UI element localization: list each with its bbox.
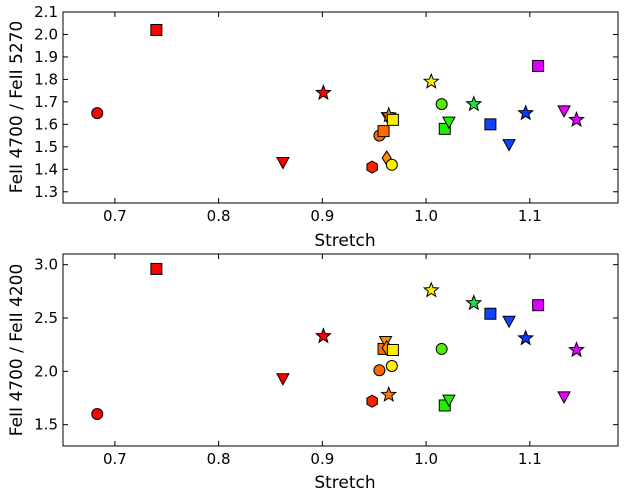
data-point-hexagon: [366, 394, 378, 408]
bottom-y-ticks: 1.5 2.0 2.5 3.0: [34, 256, 618, 434]
top-y-ticks: 1.3 1.4 1.5 1.6 1.7 1.8 1.9 2.0 2.1: [34, 3, 618, 201]
data-point-circle: [435, 342, 448, 355]
x-tick-label: 0.9: [310, 450, 334, 468]
data-point-square: [532, 59, 545, 72]
data-point-star: [568, 110, 585, 128]
data-point-square: [532, 299, 545, 312]
data-point-circle: [435, 98, 448, 111]
data-point-circle: [91, 107, 104, 120]
data-point-triangle-down: [276, 373, 290, 386]
data-point-star: [314, 327, 332, 344]
data-point-star: [568, 341, 585, 358]
data-point-triangle-down: [502, 315, 516, 329]
x-tick-label: 1.0: [414, 207, 438, 225]
data-point-square: [150, 23, 163, 36]
data-point-hexagon: [366, 160, 378, 174]
data-point-square: [377, 125, 390, 138]
top-y-axis-label: FeII 4700 / FeII 5270: [7, 21, 27, 194]
data-point-triangle-down: [557, 105, 571, 118]
y-tick-label: 1.9: [34, 48, 58, 66]
data-point-square: [386, 113, 399, 126]
top-x-ticks: 0.7 0.8 0.9 1.0 1.1: [103, 12, 542, 225]
y-tick-label: 2.1: [34, 3, 58, 21]
x-tick-label: 0.7: [103, 450, 127, 468]
data-point-triangle-down: [557, 391, 571, 404]
x-tick-label: 1.1: [518, 450, 542, 468]
data-point-square: [438, 399, 451, 412]
bottom-data-points: [91, 262, 585, 420]
y-tick-label: 2.5: [34, 309, 58, 327]
y-tick-label: 1.3: [34, 183, 58, 201]
data-point-square: [150, 262, 163, 275]
data-point-star: [517, 329, 535, 346]
data-point-star: [465, 294, 483, 311]
data-point-triangle-down: [442, 116, 456, 130]
top-plot-frame: [62, 11, 619, 204]
x-tick-label: 0.8: [207, 207, 231, 225]
x-tick-label: 0.7: [103, 207, 127, 225]
y-tick-label: 2.0: [34, 25, 58, 43]
data-point-circle: [385, 158, 398, 171]
bottom-y-axis-label: FeII 4700 / FeII 4200: [7, 264, 27, 437]
y-tick-label: 1.5: [34, 138, 58, 156]
bottom-x-ticks: 0.7 0.8 0.9 1.0 1.1: [103, 254, 542, 468]
data-point-square: [386, 344, 399, 356]
y-tick-label: 3.0: [34, 256, 58, 274]
data-point-star: [380, 385, 398, 403]
top-data-points: [91, 23, 585, 174]
data-point-star: [465, 95, 483, 112]
data-point-square: [438, 122, 451, 135]
data-point-triangle-down: [502, 139, 516, 152]
data-point-star: [422, 281, 440, 298]
data-point-star: [422, 72, 440, 89]
x-tick-label: 1.1: [518, 207, 542, 225]
data-point-circle: [385, 360, 398, 372]
y-tick-label: 1.5: [34, 416, 58, 434]
data-point-square: [484, 307, 497, 320]
y-tick-label: 1.6: [34, 115, 58, 133]
data-point-star: [314, 83, 332, 101]
top-x-axis-label: Stretch: [314, 231, 375, 251]
y-tick-label: 1.7: [34, 93, 58, 111]
data-point-star: [517, 104, 535, 121]
x-tick-label: 0.8: [207, 450, 231, 468]
bottom-panel: 0.7 0.8 0.9 1.0 1.1 1.5 2.0 2.5 3.0 Stretch FeI…: [7, 253, 619, 493]
data-point-circle: [373, 364, 386, 377]
y-tick-label: 1.8: [34, 70, 58, 88]
x-tick-label: 1.0: [414, 450, 438, 468]
x-tick-label: 0.9: [310, 207, 334, 225]
y-tick-label: 1.4: [34, 160, 58, 178]
bottom-plot-frame: [62, 253, 619, 447]
data-point-square: [484, 118, 497, 131]
y-tick-label: 2.0: [34, 362, 58, 380]
data-point-circle: [91, 408, 104, 420]
top-panel: 0.7 0.8 0.9 1.0 1.1 1.3 1.4 1.5 1.6 1.7 1.8 1.9 2.0…: [7, 3, 619, 251]
data-point-triangle-down: [442, 394, 456, 408]
bottom-x-axis-label: Stretch: [314, 473, 375, 493]
data-point-triangle-down: [276, 157, 290, 170]
